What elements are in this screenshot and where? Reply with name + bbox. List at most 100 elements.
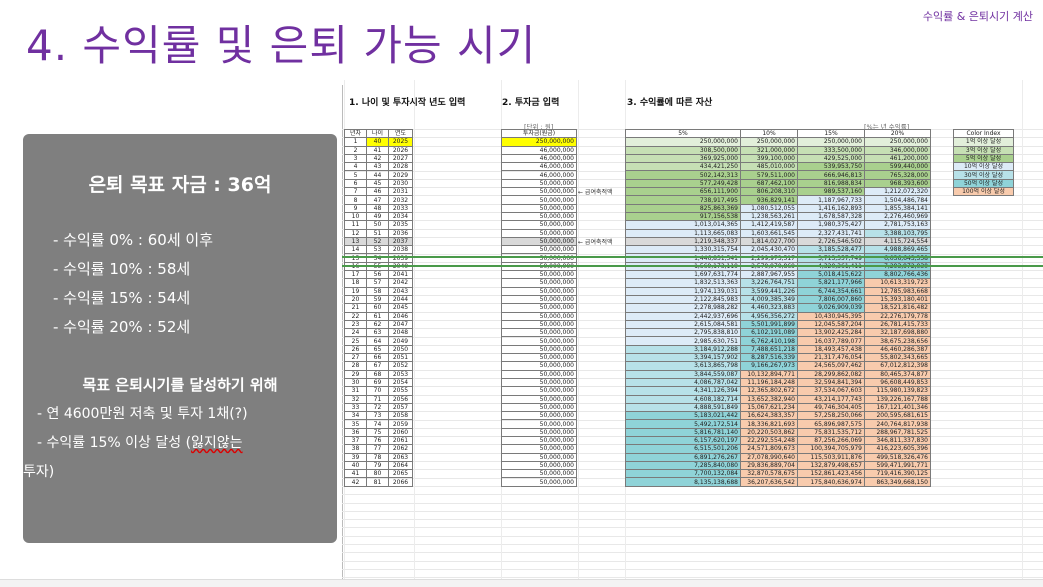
table-cell[interactable]: 4,086,787,042 — [625, 377, 741, 388]
table-cell[interactable]: 50,000,000 — [501, 361, 577, 371]
table-cell[interactable]: 50,000,000 — [501, 245, 577, 255]
table-cell[interactable]: 35 — [344, 419, 367, 429]
table-cell[interactable]: 346,811,337,830 — [864, 435, 931, 446]
table-cell[interactable]: 2066 — [388, 477, 413, 487]
table-cell[interactable]: 67 — [366, 361, 389, 371]
table-cell[interactable]: 2,045,430,470 — [740, 245, 798, 255]
table-cell[interactable]: 59 — [366, 294, 389, 305]
table-cell[interactable]: 132,879,498,657 — [797, 460, 865, 471]
table-cell[interactable]: 50,000,000 — [501, 469, 577, 479]
table-cell[interactable]: 2044 — [388, 294, 413, 305]
table-cell[interactable]: 577,249,428 — [625, 178, 741, 189]
table-cell[interactable]: 2062 — [388, 444, 413, 454]
table-cell[interactable]: 41 — [344, 469, 367, 479]
table-cell[interactable]: 31 — [344, 386, 367, 396]
table-cell[interactable]: 599,440,000 — [864, 162, 931, 172]
table-cell[interactable]: 1,013,014,365 — [625, 220, 741, 230]
table-cell[interactable]: 2,122,845,983 — [625, 294, 741, 305]
table-cell[interactable]: 73 — [366, 411, 389, 421]
table-cell[interactable]: 21,317,476,054 — [797, 352, 865, 363]
table-cell[interactable]: 50,000,000 — [501, 386, 577, 396]
table-cell[interactable]: 46 — [366, 187, 389, 197]
table-cell[interactable]: 49 — [366, 211, 389, 222]
table-cell[interactable]: 46,460,286,387 — [864, 344, 931, 355]
table-cell[interactable]: 37,534,067,603 — [797, 386, 865, 396]
table-cell[interactable]: 32,187,698,880 — [864, 328, 931, 338]
table-cell[interactable]: 2036 — [388, 228, 413, 238]
table-cell[interactable]: 369,925,000 — [625, 153, 741, 164]
table-cell[interactable]: 2038 — [388, 245, 413, 255]
table-cell[interactable]: 50,000,000 — [501, 377, 577, 388]
table-cell[interactable]: 50,000,000 — [501, 427, 577, 438]
table-cell[interactable]: 38 — [344, 444, 367, 454]
table-cell[interactable]: 16,037,789,077 — [797, 336, 865, 346]
table-cell[interactable]: 64 — [366, 336, 389, 346]
table-cell[interactable]: 49,746,304,405 — [797, 402, 865, 413]
table-cell[interactable]: 1,974,139,031 — [625, 286, 741, 296]
table-cell[interactable]: 32 — [344, 394, 367, 404]
table-cell[interactable]: 2,781,753,163 — [864, 220, 931, 230]
table-cell[interactable]: 18,336,821,693 — [740, 419, 798, 429]
table-cell[interactable]: 50,000,000 — [501, 477, 577, 487]
table-cell[interactable]: 2060 — [388, 427, 413, 438]
table-cell[interactable]: 6 — [344, 178, 367, 189]
table-cell[interactable]: 60 — [366, 303, 389, 313]
table-cell[interactable]: 24,571,809,673 — [740, 444, 798, 454]
table-cell[interactable]: 65 — [366, 344, 389, 355]
table-cell[interactable]: 2064 — [388, 460, 413, 471]
table-cell[interactable]: 5,018,415,622 — [797, 270, 865, 280]
table-cell[interactable]: 1,416,162,893 — [797, 203, 865, 213]
table-cell[interactable]: 75 — [366, 427, 389, 438]
table-cell[interactable]: 2035 — [388, 220, 413, 230]
table-cell[interactable]: 50,000,000 — [501, 452, 577, 462]
table-cell[interactable]: 2057 — [388, 402, 413, 413]
table-cell[interactable]: 62 — [366, 319, 389, 330]
table-cell[interactable]: 1,980,375,427 — [797, 220, 865, 230]
table-cell[interactable]: 12,045,587,204 — [797, 319, 865, 330]
table-cell[interactable]: 50,000,000 — [501, 402, 577, 413]
table-cell[interactable]: 2049 — [388, 336, 413, 346]
table-cell[interactable]: 1,238,563,261 — [740, 211, 798, 222]
table-cell[interactable]: 8,287,516,339 — [740, 352, 798, 363]
table-cell[interactable]: 10 — [344, 211, 367, 222]
table-cell[interactable]: 2055 — [388, 386, 413, 396]
table-cell[interactable]: 2051 — [388, 352, 413, 363]
table-cell[interactable]: 167,121,401,346 — [864, 402, 931, 413]
table-cell[interactable]: 3,226,764,751 — [740, 278, 798, 288]
table-cell[interactable]: 6,102,191,089 — [740, 328, 798, 338]
table-cell[interactable]: 39 — [344, 452, 367, 462]
table-cell[interactable]: 2,985,630,751 — [625, 336, 741, 346]
table-cell[interactable]: 2043 — [388, 286, 413, 296]
table-cell[interactable]: 75,831,535,712 — [797, 427, 865, 438]
table-cell[interactable]: 50,000,000 — [501, 278, 577, 288]
table-cell[interactable]: 2,276,460,969 — [864, 211, 931, 222]
table-cell[interactable]: 50,000,000 — [501, 394, 577, 404]
table-cell[interactable]: 50,000,000 — [501, 444, 577, 454]
table-cell[interactable]: 5,492,172,514 — [625, 419, 741, 429]
table-cell[interactable]: 2,327,431,741 — [797, 228, 865, 238]
table-cell[interactable]: 74 — [366, 419, 389, 429]
table-cell[interactable]: 23 — [344, 319, 367, 330]
table-cell[interactable]: 989,537,160 — [797, 187, 865, 197]
table-cell[interactable]: 250,000,000 — [740, 137, 798, 147]
table-cell[interactable]: 79 — [366, 460, 389, 471]
table-cell[interactable]: 3,394,157,902 — [625, 352, 741, 363]
table-cell[interactable]: 656,111,900 — [625, 187, 741, 197]
table-cell[interactable]: 13,652,382,940 — [740, 394, 798, 404]
table-cell[interactable]: 4,956,356,272 — [740, 311, 798, 321]
table-cell[interactable]: 5,821,177,966 — [797, 278, 865, 288]
table-cell[interactable]: 12,365,802,672 — [740, 386, 798, 396]
table-cell[interactable]: 333,500,000 — [797, 145, 865, 155]
table-cell[interactable]: 50,000,000 — [501, 187, 577, 197]
table-cell[interactable]: 6,515,501,206 — [625, 444, 741, 454]
table-cell[interactable]: 579,511,000 — [740, 170, 798, 180]
table-cell[interactable]: 139,226,167,788 — [864, 394, 931, 404]
table-cell[interactable]: 3,613,865,798 — [625, 361, 741, 371]
table-cell[interactable]: 765,328,000 — [864, 170, 931, 180]
table-cell[interactable]: 32,594,841,394 — [797, 377, 865, 388]
table-cell[interactable]: 2058 — [388, 411, 413, 421]
table-cell[interactable]: 80,465,374,877 — [864, 369, 931, 379]
table-cell[interactable]: 65,896,987,575 — [797, 419, 865, 429]
table-cell[interactable]: 100,394,705,979 — [797, 444, 865, 454]
table-cell[interactable]: 20,220,503,862 — [740, 427, 798, 438]
